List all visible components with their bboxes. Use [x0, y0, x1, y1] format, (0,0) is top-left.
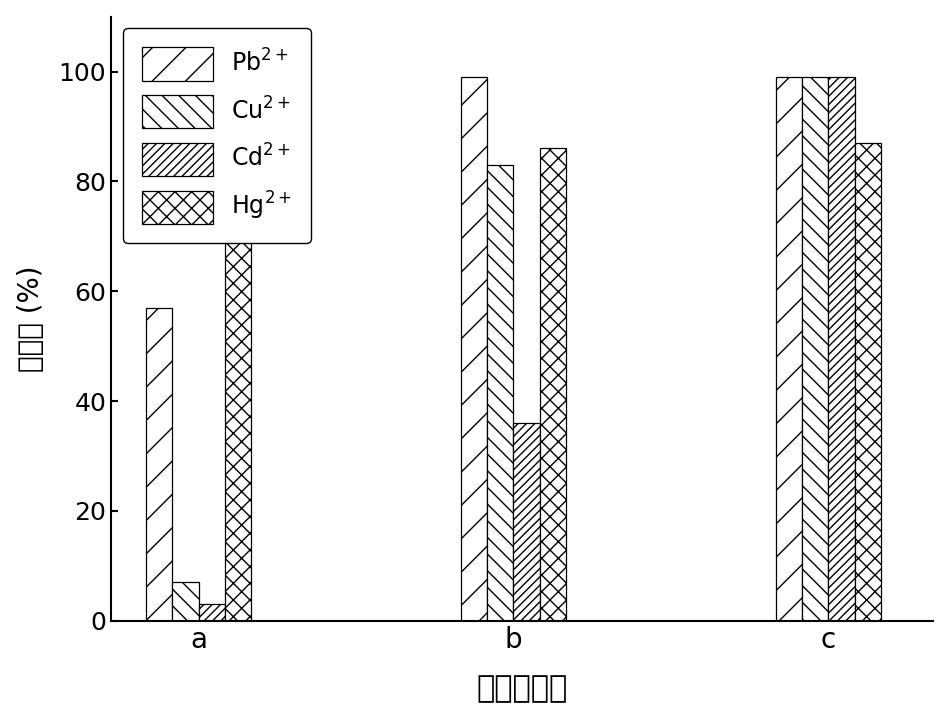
Bar [828, 77, 855, 621]
Y-axis label: 去除率 (%): 去除率 (%) [17, 266, 45, 372]
X-axis label: 不同吸附剂: 不同吸附剂 [477, 675, 568, 703]
Bar [146, 307, 172, 621]
Bar [802, 77, 828, 621]
Legend: Pb$^{2+}$, Cu$^{2+}$, Cd$^{2+}$, Hg$^{2+}$: Pb$^{2+}$, Cu$^{2+}$, Cd$^{2+}$, Hg$^{2+… [123, 29, 312, 243]
Bar [225, 236, 251, 621]
Bar [855, 143, 881, 621]
Bar [199, 604, 225, 621]
Bar [461, 77, 487, 621]
Bar [776, 77, 802, 621]
Bar [540, 148, 566, 621]
Bar [172, 582, 199, 621]
Bar [513, 423, 540, 621]
Bar [487, 165, 513, 621]
